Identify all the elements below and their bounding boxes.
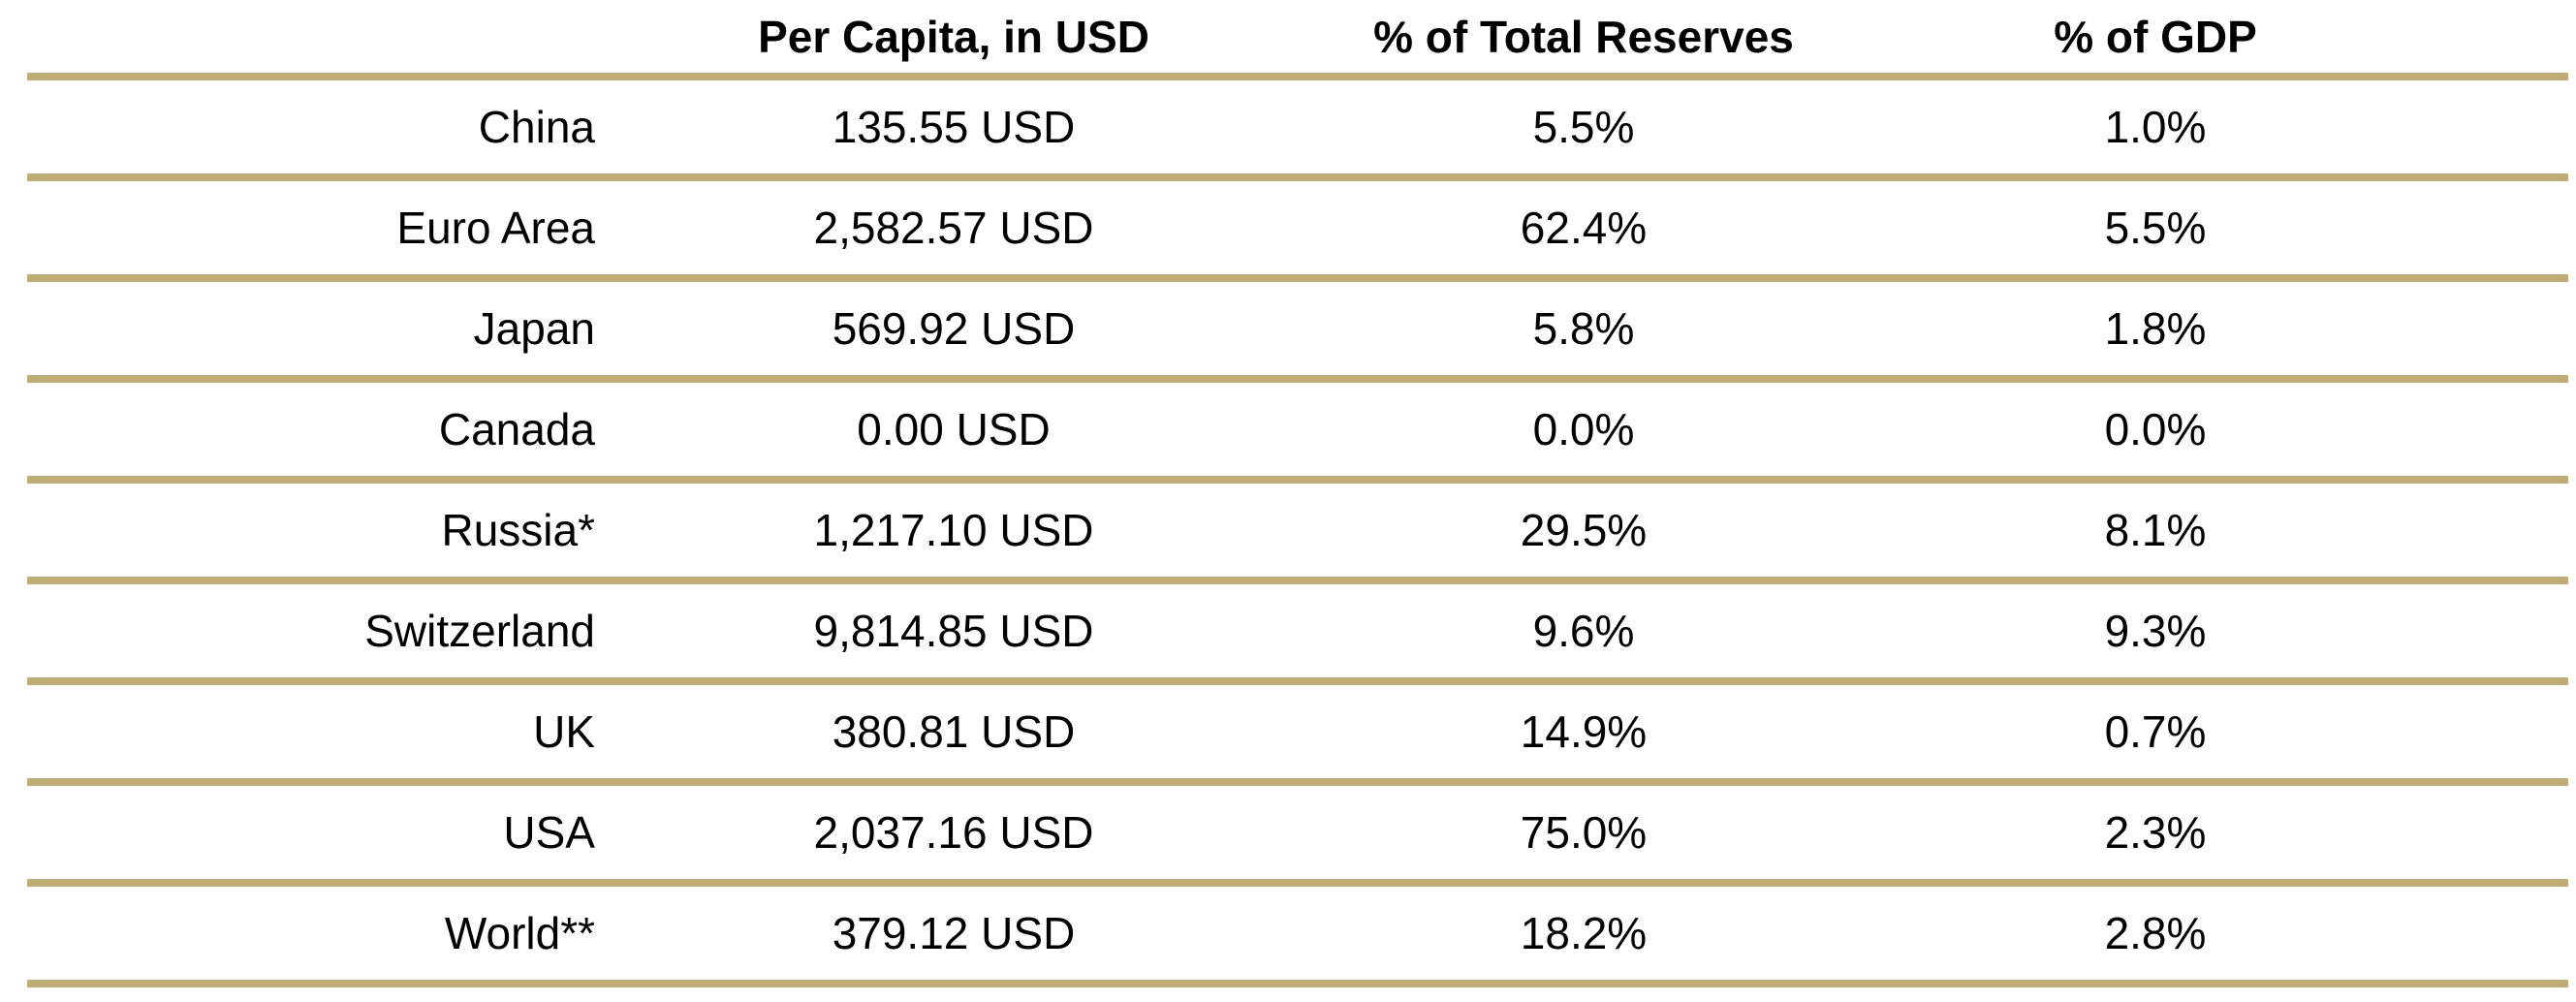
- table-row: Canada 0.00 USD 0.0% 0.0%: [27, 383, 2568, 476]
- pct-reserves-cell: 5.8%: [1532, 303, 1635, 354]
- table-row: Switzerland 9,814.85 USD 9.6% 9.3%: [27, 584, 2568, 677]
- pct-gdp-cell: 2.8%: [2104, 908, 2207, 958]
- pct-gdp-cell: 9.3%: [2104, 606, 2207, 656]
- country-cell: Switzerland: [364, 606, 595, 656]
- per-capita-cell: 135.55 USD: [832, 102, 1076, 152]
- table-row: USA 2,037.16 USD 75.0% 2.3%: [27, 786, 2568, 879]
- country-cell: World**: [444, 908, 595, 958]
- pct-reserves-cell: 75.0%: [1520, 807, 1648, 858]
- country-cell: Russia*: [441, 505, 595, 555]
- pct-gdp-cell: 0.0%: [2104, 404, 2207, 454]
- row-divider: [27, 778, 2568, 786]
- header-pct-gdp: % of GDP: [2054, 11, 2257, 62]
- pct-gdp-cell: 1.8%: [2104, 303, 2207, 354]
- table-header-row: Per Capita, in USD % of Total Reserves %…: [27, 0, 2568, 73]
- table-row: UK 380.81 USD 14.9% 0.7%: [27, 685, 2568, 778]
- pct-gdp-cell: 0.7%: [2104, 706, 2207, 757]
- row-divider: [27, 173, 2568, 181]
- table-row: World** 379.12 USD 18.2% 2.8%: [27, 887, 2568, 980]
- per-capita-cell: 2,582.57 USD: [813, 203, 1094, 253]
- pct-reserves-cell: 62.4%: [1520, 203, 1648, 253]
- table-row: Euro Area 2,582.57 USD 62.4% 5.5%: [27, 181, 2568, 274]
- pct-gdp-cell: 8.1%: [2104, 505, 2207, 555]
- table-row: Russia* 1,217.10 USD 29.5% 8.1%: [27, 484, 2568, 577]
- row-divider: [27, 577, 2568, 584]
- pct-reserves-cell: 18.2%: [1520, 908, 1648, 958]
- pct-reserves-cell: 14.9%: [1520, 706, 1648, 757]
- per-capita-cell: 379.12 USD: [832, 908, 1076, 958]
- pct-reserves-cell: 29.5%: [1520, 505, 1648, 555]
- per-capita-cell: 2,037.16 USD: [813, 807, 1094, 858]
- table-row: China 135.55 USD 5.5% 1.0%: [27, 80, 2568, 173]
- per-capita-cell: 9,814.85 USD: [813, 606, 1094, 656]
- row-divider: [27, 980, 2568, 987]
- data-table: Per Capita, in USD % of Total Reserves %…: [27, 0, 2568, 987]
- pct-reserves-cell: 0.0%: [1532, 404, 1635, 454]
- row-divider: [27, 274, 2568, 282]
- header-pct-reserves: % of Total Reserves: [1373, 11, 1794, 62]
- row-divider: [27, 677, 2568, 685]
- per-capita-cell: 380.81 USD: [832, 706, 1076, 757]
- pct-reserves-cell: 5.5%: [1532, 102, 1635, 152]
- row-divider: [27, 375, 2568, 383]
- country-cell: USA: [503, 807, 595, 858]
- country-cell: UK: [533, 706, 595, 757]
- pct-gdp-cell: 1.0%: [2104, 102, 2207, 152]
- pct-gdp-cell: 2.3%: [2104, 807, 2207, 858]
- per-capita-cell: 1,217.10 USD: [813, 505, 1094, 555]
- table-row: Japan 569.92 USD 5.8% 1.8%: [27, 282, 2568, 375]
- pct-reserves-cell: 9.6%: [1532, 606, 1635, 656]
- country-cell: Euro Area: [396, 203, 595, 253]
- country-cell: Japan: [473, 303, 595, 354]
- row-divider: [27, 73, 2568, 80]
- country-cell: China: [478, 102, 595, 152]
- country-cell: Canada: [438, 404, 595, 454]
- row-divider: [27, 476, 2568, 484]
- row-divider: [27, 879, 2568, 887]
- per-capita-cell: 569.92 USD: [832, 303, 1076, 354]
- pct-gdp-cell: 5.5%: [2104, 203, 2207, 253]
- per-capita-cell: 0.00 USD: [857, 404, 1051, 454]
- header-per-capita: Per Capita, in USD: [758, 11, 1149, 62]
